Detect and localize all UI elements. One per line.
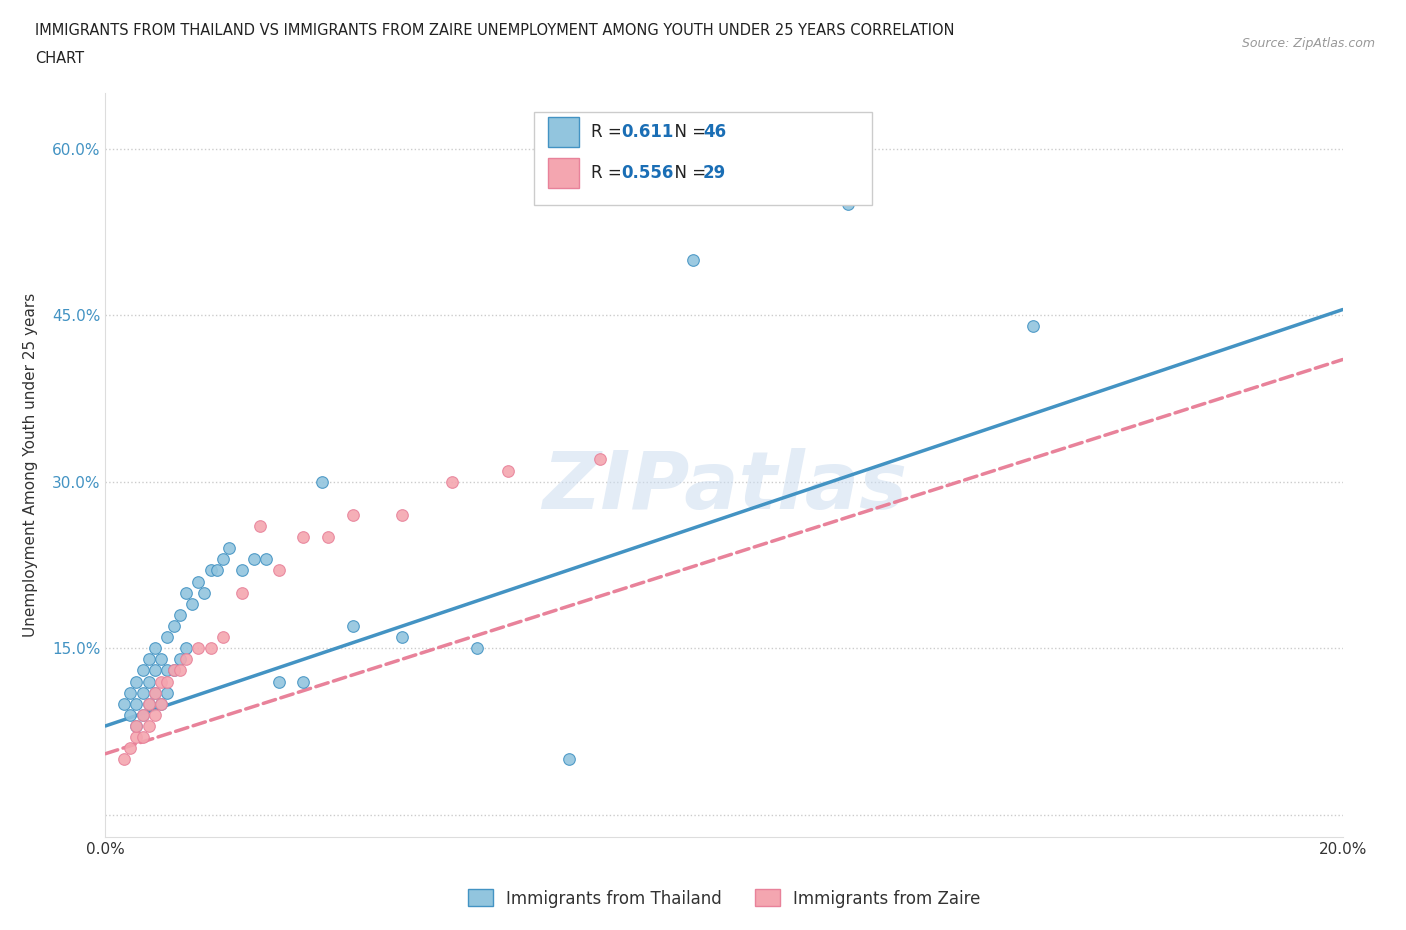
Point xyxy=(243,551,266,566)
Point xyxy=(200,563,222,578)
Point xyxy=(249,519,271,534)
Point xyxy=(174,652,197,667)
Point xyxy=(254,551,277,566)
Point xyxy=(187,574,209,589)
Point xyxy=(292,674,315,689)
Point xyxy=(342,508,364,523)
Point xyxy=(558,751,581,766)
Point xyxy=(143,641,166,656)
Point xyxy=(112,751,135,766)
Point xyxy=(162,618,184,633)
Text: R =: R = xyxy=(591,164,627,182)
Point xyxy=(156,663,179,678)
Point xyxy=(218,541,240,556)
Point xyxy=(156,674,179,689)
Point xyxy=(125,719,148,734)
Text: 0.611: 0.611 xyxy=(621,123,673,141)
Point xyxy=(138,652,160,667)
Point xyxy=(169,607,191,622)
Point xyxy=(120,740,142,755)
Text: ZIPatlas: ZIPatlas xyxy=(541,448,907,526)
Point xyxy=(150,674,173,689)
Point xyxy=(120,708,142,723)
Point xyxy=(125,697,148,711)
Point xyxy=(131,708,153,723)
Point xyxy=(267,674,290,689)
Text: R =: R = xyxy=(591,123,627,141)
Text: N =: N = xyxy=(664,123,711,141)
Text: 46: 46 xyxy=(703,123,725,141)
Point xyxy=(174,641,197,656)
Y-axis label: Unemployment Among Youth under 25 years: Unemployment Among Youth under 25 years xyxy=(24,293,38,637)
Point xyxy=(1022,319,1045,334)
Point xyxy=(342,618,364,633)
Point xyxy=(125,730,148,745)
Point xyxy=(150,652,173,667)
Point xyxy=(465,641,488,656)
Point xyxy=(174,585,197,600)
Point xyxy=(138,697,160,711)
Point xyxy=(125,719,148,734)
Text: N =: N = xyxy=(664,164,711,182)
Point xyxy=(112,697,135,711)
Point xyxy=(231,563,253,578)
Point xyxy=(391,508,413,523)
Point xyxy=(143,708,166,723)
Point xyxy=(589,452,612,467)
Point xyxy=(311,474,333,489)
Point xyxy=(316,530,339,545)
Point xyxy=(391,630,413,644)
Point xyxy=(138,674,160,689)
Text: 0.556: 0.556 xyxy=(621,164,673,182)
Point xyxy=(138,697,160,711)
Point xyxy=(125,674,148,689)
Point xyxy=(837,196,859,211)
Point xyxy=(682,252,704,267)
Point xyxy=(292,530,315,545)
Point xyxy=(131,663,153,678)
Point xyxy=(138,719,160,734)
Text: 29: 29 xyxy=(703,164,727,182)
Point xyxy=(143,685,166,700)
Point xyxy=(200,641,222,656)
Point xyxy=(143,663,166,678)
Point xyxy=(231,585,253,600)
Point xyxy=(169,663,191,678)
Point xyxy=(162,663,184,678)
Point xyxy=(131,730,153,745)
Point xyxy=(162,663,184,678)
Point xyxy=(187,641,209,656)
Text: CHART: CHART xyxy=(35,51,84,66)
Point xyxy=(440,474,463,489)
Point xyxy=(193,585,215,600)
Point xyxy=(120,685,142,700)
Point xyxy=(205,563,228,578)
Text: IMMIGRANTS FROM THAILAND VS IMMIGRANTS FROM ZAIRE UNEMPLOYMENT AMONG YOUTH UNDER: IMMIGRANTS FROM THAILAND VS IMMIGRANTS F… xyxy=(35,23,955,38)
Point xyxy=(212,630,235,644)
Legend: Immigrants from Thailand, Immigrants from Zaire: Immigrants from Thailand, Immigrants fro… xyxy=(461,883,987,914)
Point xyxy=(131,708,153,723)
Text: Source: ZipAtlas.com: Source: ZipAtlas.com xyxy=(1241,37,1375,50)
Point xyxy=(131,685,153,700)
Point xyxy=(156,630,179,644)
Point xyxy=(150,697,173,711)
Point xyxy=(212,551,235,566)
Point xyxy=(267,563,290,578)
Point xyxy=(169,652,191,667)
Point xyxy=(143,685,166,700)
Point xyxy=(181,596,204,611)
Point xyxy=(150,697,173,711)
Point xyxy=(156,685,179,700)
Point xyxy=(496,463,519,478)
